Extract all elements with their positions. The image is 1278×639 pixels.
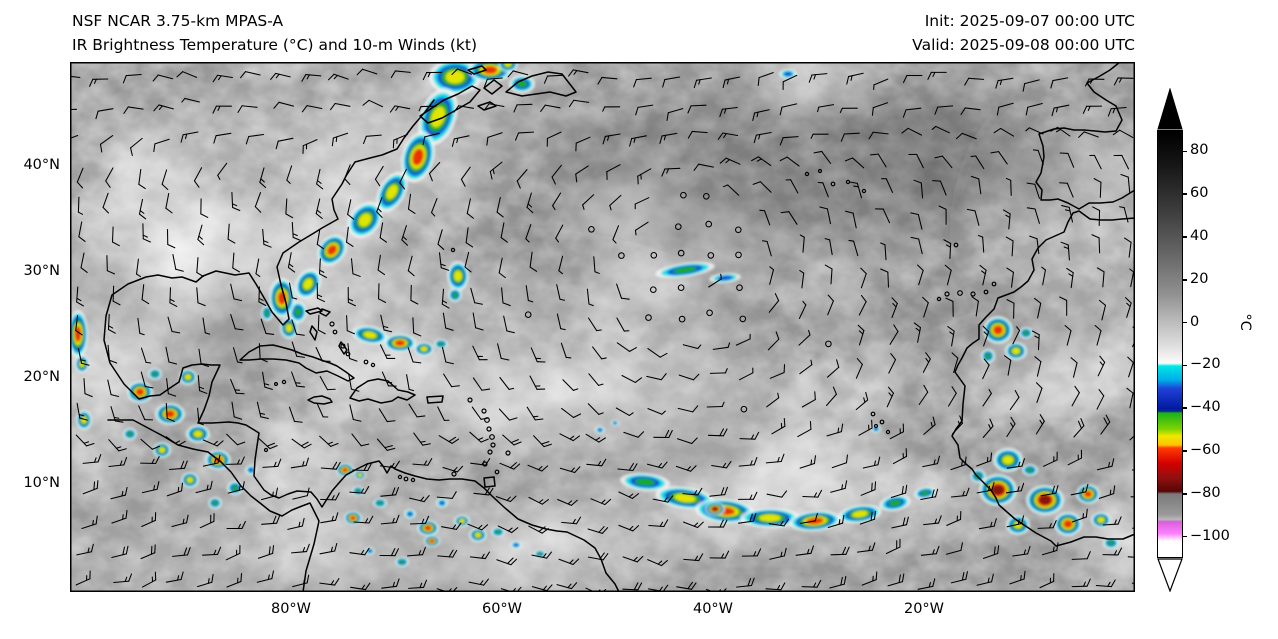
colorbar-tick-label: −60 xyxy=(1190,442,1221,458)
x-axis-tick-label: 60°W xyxy=(481,601,523,617)
colorbar-tick xyxy=(1183,364,1187,367)
colorbar-tick xyxy=(1183,193,1187,195)
satellite-wind-map xyxy=(70,62,1135,592)
colorbar-tick xyxy=(1183,407,1187,409)
x-axis-tick-label: 20°W xyxy=(903,601,945,617)
y-axis-tick-label: 10°N xyxy=(23,475,60,491)
colorbar-tick xyxy=(1183,321,1187,324)
map-area xyxy=(70,62,1135,592)
colorbar-tick-label: −80 xyxy=(1190,484,1221,501)
colorbar-tick-label: 60 xyxy=(1190,185,1209,202)
wind-barbs xyxy=(70,68,1135,592)
field-title: IR Brightness Temperature (°C) and 10-m … xyxy=(72,36,477,54)
colorbar-tick xyxy=(1183,450,1187,452)
convection-layer xyxy=(70,62,1119,567)
colorbar-unit-label: °C xyxy=(1237,313,1253,331)
coastlines xyxy=(103,62,1135,592)
colorbar-tick xyxy=(1183,150,1187,153)
colorbar-tick-label: 80 xyxy=(1190,142,1209,159)
colorbar-tick-label: −40 xyxy=(1190,399,1221,416)
colorbar-extend-above-icon xyxy=(1157,88,1183,130)
colorbar-tick-label: 0 xyxy=(1190,313,1200,330)
init-time: Init: 2025-09-07 00:00 UTC xyxy=(924,12,1135,30)
colorbar-tick xyxy=(1183,279,1187,281)
y-axis-tick-label: 40°N xyxy=(23,157,60,173)
colorbar-tick xyxy=(1183,493,1187,495)
colorbar-extend-below-icon xyxy=(1157,558,1183,592)
valid-time: Valid: 2025-09-08 00:00 UTC xyxy=(912,36,1135,54)
colorbar: °C 80 60 40 20 0 −20 −40 −60 −80 −100 xyxy=(1157,88,1253,592)
model-title: NSF NCAR 3.75-km MPAS-A xyxy=(72,12,284,30)
y-axis-tick-label: 20°N xyxy=(23,369,60,385)
x-axis-tick-label: 40°W xyxy=(692,601,734,617)
colorbar-tick-label: 40 xyxy=(1190,228,1209,244)
map-border xyxy=(70,62,1135,592)
figure-titles: NSF NCAR 3.75-km MPAS-A IR Brightness Te… xyxy=(72,9,477,57)
colorbar-tick xyxy=(1183,236,1187,238)
colorbar-tick xyxy=(1183,535,1187,538)
colorbar-tick-label: −100 xyxy=(1190,527,1230,544)
figure-times: Init: 2025-09-07 00:00 UTC Valid: 2025-0… xyxy=(600,9,1135,57)
colorbar-tick-label: 20 xyxy=(1190,270,1209,287)
cloud-patches xyxy=(70,92,1135,592)
y-axis-tick-label: 30°N xyxy=(23,263,60,279)
colorbar-tick-label: −20 xyxy=(1190,356,1221,373)
colorbar-gradient xyxy=(1157,130,1183,558)
x-axis-tick-label: 80°W xyxy=(270,601,312,617)
